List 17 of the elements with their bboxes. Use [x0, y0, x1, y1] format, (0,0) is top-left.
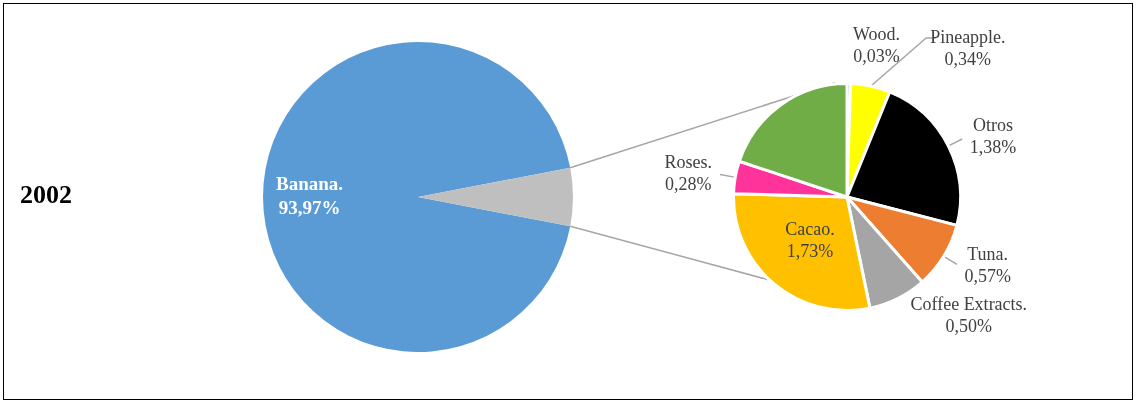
- data-label: 93,97%: [278, 196, 341, 218]
- slice-label: Coffee Extracts.: [910, 293, 1028, 314]
- data-label: 1,38%: [969, 136, 1017, 157]
- slice-label: Otros: [973, 114, 1014, 135]
- slice-label: Roses.: [664, 151, 713, 172]
- slice-label: Banana.: [275, 172, 344, 194]
- data-label: 0,28%: [665, 173, 712, 194]
- slice-label: Pineapple.: [930, 26, 1006, 47]
- data-label: 0,34%: [944, 48, 992, 69]
- data-label: 0,57%: [964, 266, 1011, 287]
- slice-label: Cacao.: [785, 218, 835, 239]
- data-label: 0,50%: [945, 315, 993, 336]
- data-label: 1,73%: [786, 240, 834, 261]
- data-label: 0,03%: [853, 45, 900, 66]
- slice-label: Wood.: [853, 23, 901, 44]
- text: 2002: [20, 180, 72, 210]
- slice-label: Tuna.: [967, 244, 1009, 265]
